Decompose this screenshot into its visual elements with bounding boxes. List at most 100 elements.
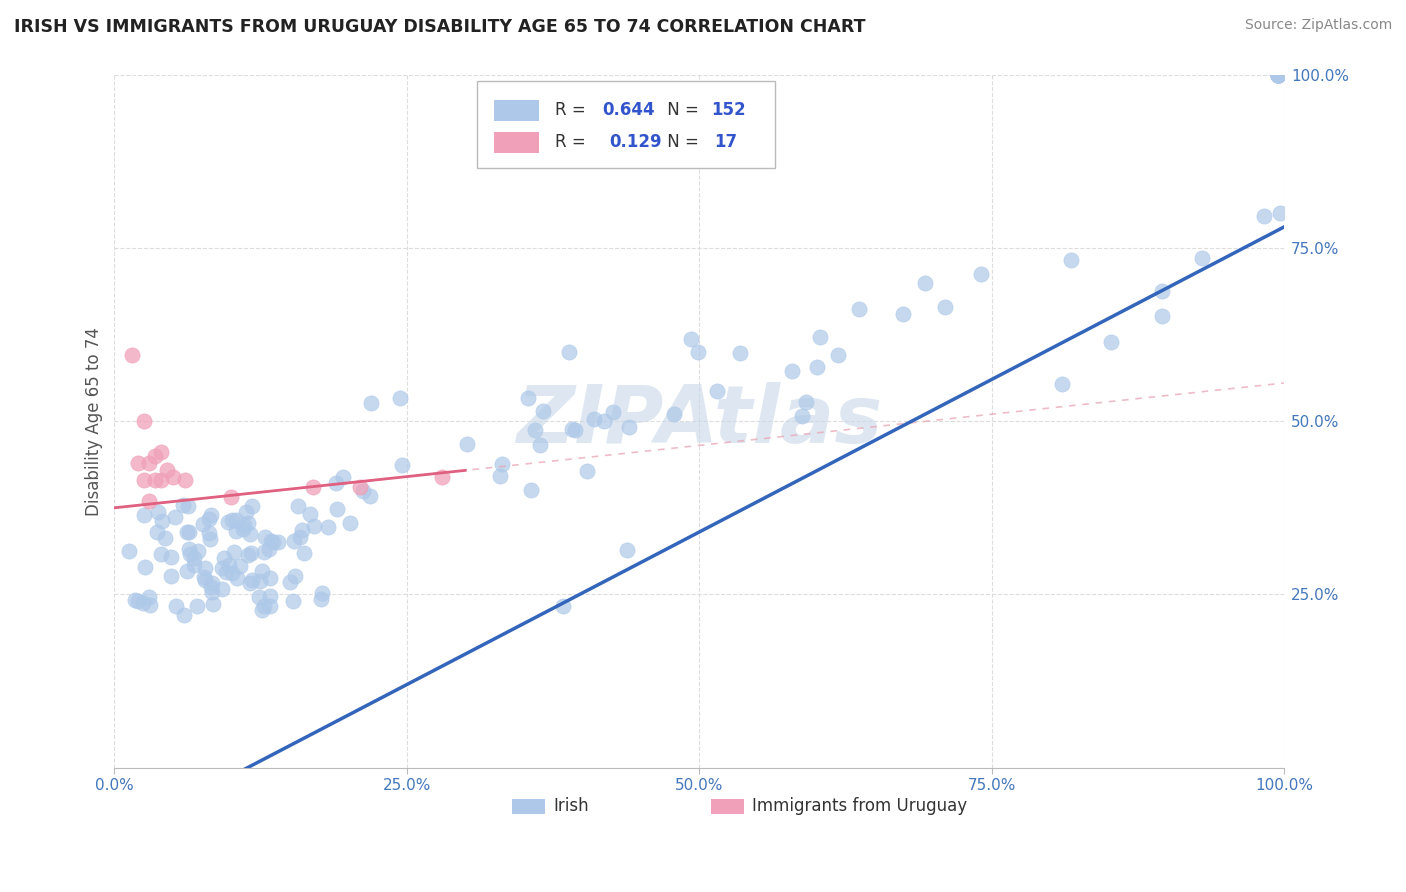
Point	[197, 512, 219, 526]
Point	[257, 542, 280, 557]
Point	[215, 565, 238, 579]
Point	[489, 469, 512, 483]
Point	[198, 526, 221, 541]
Point	[267, 534, 290, 549]
Point	[183, 551, 205, 566]
Point	[138, 456, 160, 470]
Point	[236, 548, 259, 562]
Point	[134, 508, 156, 522]
Point	[529, 438, 551, 452]
Point	[288, 530, 311, 544]
Point	[194, 561, 217, 575]
Point	[150, 514, 173, 528]
Point	[456, 437, 478, 451]
FancyBboxPatch shape	[512, 799, 544, 814]
Point	[280, 575, 302, 590]
Point	[150, 445, 173, 459]
Point	[143, 449, 166, 463]
Point	[150, 547, 173, 561]
Point	[193, 517, 215, 532]
Point	[934, 301, 956, 315]
Point	[1267, 68, 1289, 82]
Point	[517, 391, 540, 405]
Point	[134, 559, 156, 574]
Point	[1267, 68, 1289, 82]
Point	[662, 407, 685, 421]
FancyBboxPatch shape	[477, 81, 775, 168]
Text: 152: 152	[711, 101, 745, 119]
Text: R =: R =	[555, 101, 592, 119]
Point	[287, 499, 309, 513]
Point	[253, 530, 276, 544]
Point	[233, 517, 256, 532]
Point	[686, 344, 709, 359]
Point	[200, 532, 222, 546]
Point	[163, 509, 186, 524]
Point	[145, 524, 167, 539]
Point	[332, 469, 354, 483]
Point	[302, 518, 325, 533]
Point	[617, 420, 640, 434]
Point	[848, 301, 870, 316]
Point	[239, 576, 262, 591]
Point	[200, 508, 222, 523]
Point	[1099, 335, 1122, 350]
Point	[1150, 285, 1173, 299]
Point	[1267, 68, 1289, 82]
Text: N =: N =	[662, 101, 704, 119]
Text: Irish: Irish	[553, 797, 589, 815]
Point	[1267, 68, 1289, 82]
FancyBboxPatch shape	[711, 799, 744, 814]
Point	[232, 522, 254, 536]
Point	[292, 546, 315, 560]
Point	[806, 359, 828, 374]
Point	[183, 558, 205, 572]
Point	[1268, 206, 1291, 220]
Point	[564, 423, 586, 437]
Point	[1253, 209, 1275, 223]
Point	[1267, 68, 1289, 82]
Point	[326, 501, 349, 516]
Point	[561, 422, 583, 436]
Point	[127, 456, 149, 470]
Point	[1267, 68, 1289, 82]
Point	[200, 580, 222, 594]
Point	[235, 505, 257, 519]
Point	[221, 566, 243, 580]
Point	[194, 573, 217, 587]
Point	[616, 542, 638, 557]
Point	[211, 582, 233, 596]
Point	[681, 332, 703, 346]
Point	[132, 414, 155, 428]
Point	[259, 589, 281, 603]
Point	[253, 599, 276, 614]
Point	[121, 348, 143, 362]
Point	[914, 276, 936, 290]
Point	[177, 499, 200, 513]
Point	[172, 498, 194, 512]
Point	[1191, 252, 1213, 266]
Point	[160, 550, 183, 565]
Text: R =: R =	[555, 133, 596, 151]
Point	[1150, 309, 1173, 323]
Point	[179, 541, 201, 556]
Point	[582, 412, 605, 426]
Point	[792, 409, 814, 423]
Point	[558, 344, 581, 359]
Point	[229, 559, 252, 574]
Point	[1050, 376, 1073, 391]
Point	[225, 571, 247, 585]
Point	[252, 564, 274, 578]
Y-axis label: Disability Age 65 to 74: Disability Age 65 to 74	[86, 326, 103, 516]
Point	[349, 480, 371, 494]
Point	[240, 573, 263, 587]
Point	[146, 505, 169, 519]
Point	[127, 593, 149, 607]
Point	[794, 395, 817, 409]
Point	[602, 405, 624, 419]
Point	[165, 599, 187, 614]
Point	[176, 564, 198, 578]
Point	[706, 384, 728, 398]
Point	[575, 464, 598, 478]
Point	[224, 545, 246, 559]
